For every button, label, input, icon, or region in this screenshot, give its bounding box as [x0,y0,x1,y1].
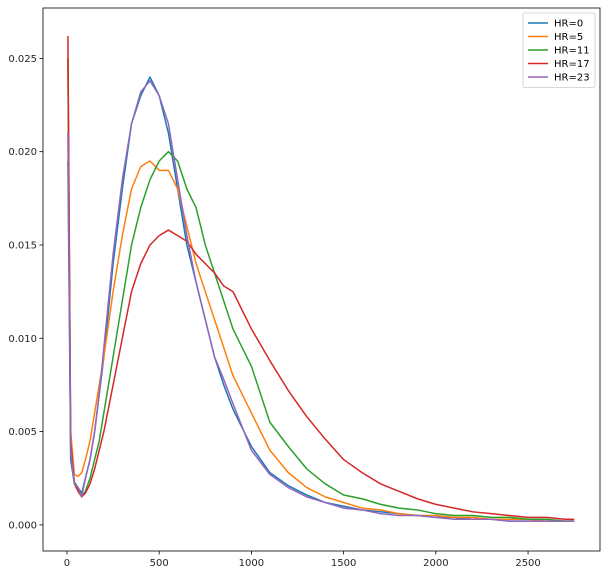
plot-frame [42,7,601,552]
legend-box [522,12,596,88]
legend-label-1: HR=5 [554,32,583,43]
legend-label-2: HR=11 [554,46,590,57]
x-tick-label: 1500 [331,558,356,569]
legend-label-0: HR=0 [554,19,583,30]
y-tick-label: 0.015 [8,240,37,251]
x-tick-label: 2500 [515,558,540,569]
series-line-1 [67,58,575,522]
y-tick-label: 0.010 [8,334,37,345]
y-axis: 0.000 0.005 0.010 0.015 0.020 0.025 [8,54,43,531]
series-line-4 [67,80,575,522]
series-layer [67,35,575,522]
series-line-3 [67,35,575,521]
legend-label-3: HR=17 [554,59,590,70]
x-tick-label: 500 [150,558,169,569]
x-axis: 0 500 1000 1500 2000 2500 [64,551,541,569]
y-tick-label: 0.005 [8,427,37,438]
x-tick-label: 2000 [423,558,448,569]
legend-label-4: HR=23 [554,73,590,84]
x-tick-label: 1000 [239,558,264,569]
y-tick-label: 0.025 [8,54,37,65]
y-tick-label: 0.000 [8,520,37,531]
legend: HR=0 HR=5 HR=11 HR=17 HR=23 [522,12,596,88]
x-tick-label: 0 [64,558,70,569]
y-tick-label: 0.020 [8,147,37,158]
